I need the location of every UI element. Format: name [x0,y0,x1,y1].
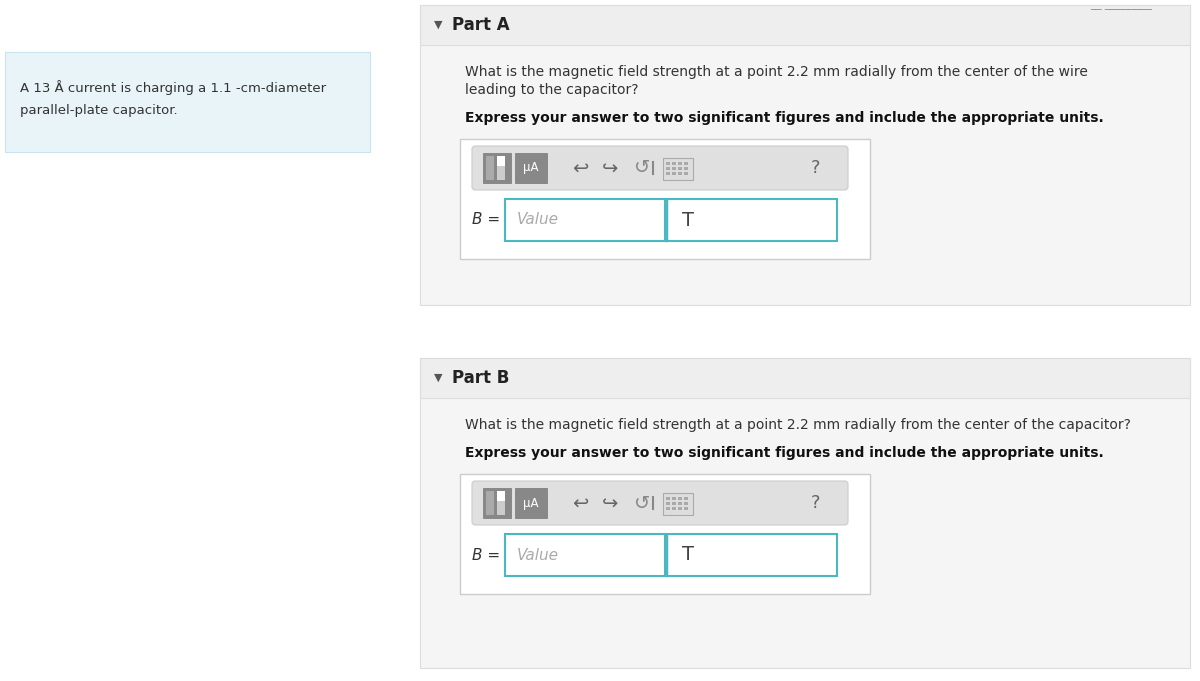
Text: Part A: Part A [452,16,510,34]
Text: ▼: ▼ [434,373,443,383]
Text: ↪: ↪ [602,494,618,513]
Bar [666,502,670,505]
Bar [672,172,676,175]
Bar [672,162,676,165]
Text: ↪: ↪ [602,159,618,178]
Text: A 13 Å current is charging a 1.1 -cm-diameter: A 13 Å current is charging a 1.1 -cm-dia… [20,80,326,95]
Text: leading to the capacitor?: leading to the capacitor? [466,83,638,97]
Bar [515,488,547,518]
Bar [666,162,670,165]
Text: μA: μA [523,161,539,174]
FancyBboxPatch shape [472,481,848,525]
Bar [678,507,682,510]
Bar [678,502,682,505]
Text: What is the magnetic field strength at a point 2.2 mm radially from the center o: What is the magnetic field strength at a… [466,418,1130,432]
Bar [666,172,670,175]
Bar [666,167,670,170]
Text: B =: B = [472,212,500,227]
Bar [672,507,676,510]
Bar [505,199,665,241]
Text: ↩: ↩ [572,159,588,178]
Bar [684,507,688,510]
Bar [672,502,676,505]
Text: ↺: ↺ [634,159,650,178]
Bar [420,358,1190,668]
Bar [497,156,505,166]
Bar [515,153,547,183]
Bar [497,491,505,515]
Bar [665,199,667,241]
Bar [420,358,1190,398]
Bar [497,156,505,180]
Text: T: T [682,210,694,229]
Bar [678,162,682,165]
Bar [665,534,667,576]
Bar [486,156,494,180]
Bar [684,172,688,175]
Text: ▼: ▼ [434,20,443,30]
Bar [420,5,1190,45]
Text: ── ────────: ── ──────── [1090,5,1152,15]
Bar [505,534,665,576]
Text: ?: ? [810,159,820,177]
Text: Express your answer to two significant figures and include the appropriate units: Express your answer to two significant f… [466,111,1104,125]
Text: What is the magnetic field strength at a point 2.2 mm radially from the center o: What is the magnetic field strength at a… [466,65,1088,79]
Text: ↩: ↩ [572,494,588,513]
Text: T: T [682,545,694,565]
Text: parallel-plate capacitor.: parallel-plate capacitor. [20,104,178,117]
Bar [497,491,505,501]
Bar [667,534,838,576]
Bar [678,172,682,175]
Bar [684,167,688,170]
Bar [486,491,494,515]
Bar [684,162,688,165]
Bar [5,52,370,152]
Bar [684,502,688,505]
Bar [420,5,1190,305]
Bar [460,139,870,259]
Bar [666,497,670,500]
Bar [672,497,676,500]
Text: Value: Value [517,548,559,563]
Bar [482,488,511,518]
Bar [667,199,838,241]
Bar [672,167,676,170]
Bar [662,158,694,180]
Bar [482,153,511,183]
Bar [460,474,870,594]
Text: ↺: ↺ [634,494,650,513]
Text: μA: μA [523,496,539,509]
Text: Part B: Part B [452,369,509,387]
Text: B =: B = [472,548,500,563]
FancyBboxPatch shape [472,146,848,190]
Text: ?: ? [810,494,820,512]
Bar [662,493,694,515]
Bar [684,497,688,500]
Bar [678,167,682,170]
Text: Express your answer to two significant figures and include the appropriate units: Express your answer to two significant f… [466,446,1104,460]
Bar [678,497,682,500]
Text: Value: Value [517,212,559,227]
Bar [666,507,670,510]
